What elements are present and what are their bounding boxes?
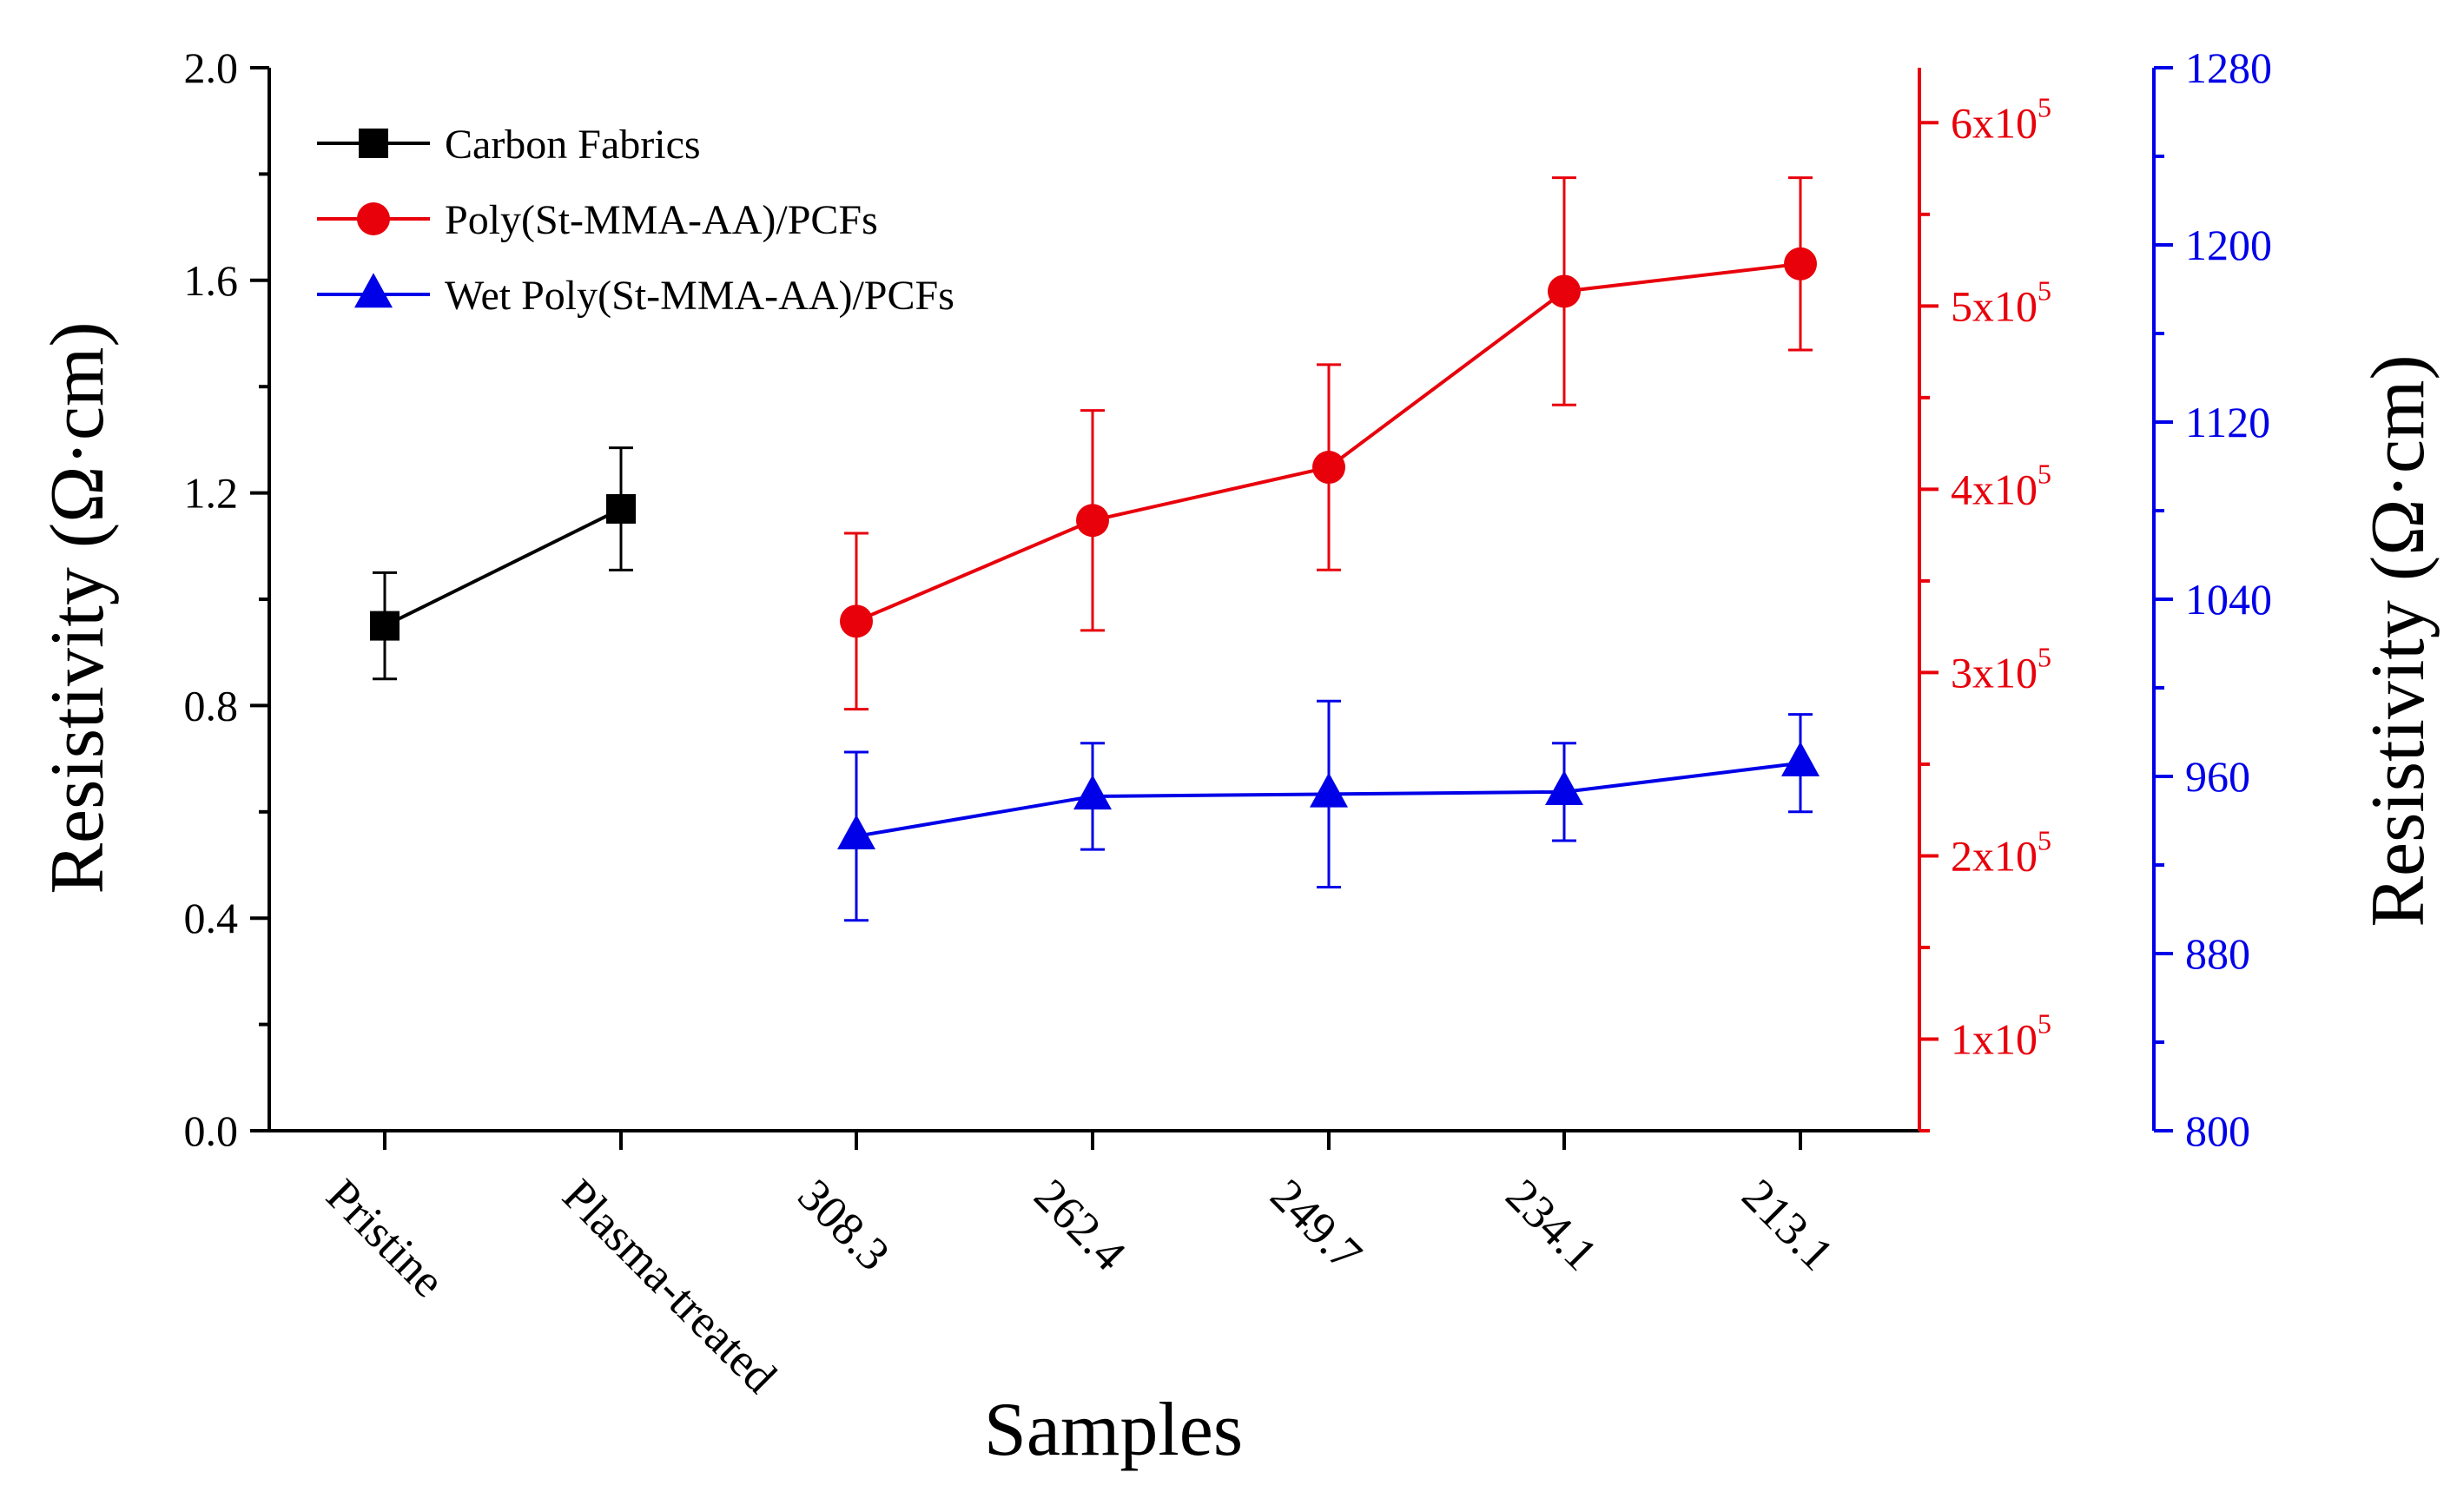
- left-axis-tick-label: 0.8: [184, 681, 239, 730]
- left-axis-tick-label: 0.4: [184, 894, 239, 942]
- right-red-axis-tick-label: 4x105: [1951, 458, 2051, 513]
- left-axis-title: Resistivity (Ω·cm): [36, 321, 120, 894]
- right-blue-axis-tick-label: 1280: [2185, 43, 2272, 92]
- x-axis-category-label: 308.3: [789, 1169, 900, 1280]
- x-axis-title: Samples: [984, 1388, 1243, 1472]
- right-blue-axis-tick-label: 1120: [2185, 398, 2270, 446]
- legend-label: Wet Poly(St-MMA-AA)/PCFs: [445, 273, 954, 319]
- legend-entry: Wet Poly(St-MMA-AA)/PCFs: [317, 273, 954, 319]
- data-point-square: [370, 611, 400, 641]
- data-point-square: [606, 493, 636, 524]
- right-red-axis-tick-label: 5x105: [1951, 274, 2051, 330]
- right-blue-axis-tick-label: 1040: [2185, 575, 2272, 624]
- data-point-circle: [1076, 504, 1109, 538]
- data-point-triangle: [1073, 775, 1112, 810]
- right-blue-axis-tick-label: 800: [2185, 1106, 2250, 1155]
- data-point-triangle: [1545, 770, 1583, 806]
- right-red-axis-tick-label: 2x105: [1951, 824, 2051, 880]
- series-1: [370, 446, 636, 681]
- right-red-axis-tick-label: 3x105: [1951, 641, 2051, 697]
- data-point-circle: [1784, 247, 1817, 281]
- axes-layer: 0.0 0.4 0.8 1.2 1.6 2.0 Pristine Plasma-treated…: [184, 43, 2273, 1403]
- x-axis-category-label: Pristine: [317, 1169, 455, 1307]
- x-axis-category-label: 249.7: [1261, 1169, 1372, 1280]
- right-blue-axis-tick-label: 1200: [2185, 221, 2272, 269]
- series-2: [840, 176, 1817, 711]
- legend-label: Carbon Fabrics: [445, 122, 701, 168]
- right-blue-axis-tick-label: 960: [2185, 752, 2250, 801]
- series-line: [384, 507, 622, 628]
- legend-entry: Poly(St-MMA-AA)/PCFs: [317, 197, 878, 243]
- data-point-circle: [1548, 274, 1581, 308]
- x-axis-category-label: 213.1: [1733, 1169, 1844, 1280]
- left-axis-tick-label: 1.2: [184, 469, 239, 518]
- legend-entry: Carbon Fabrics: [317, 122, 701, 168]
- legend-marker-square: [359, 129, 388, 158]
- right-axis-title: Resistivity (Ω·cm): [2356, 354, 2440, 927]
- series-layer: [370, 176, 1820, 922]
- right-red-axis-tick-label: 6x105: [1951, 91, 2051, 147]
- left-axis-tick-label: 2.0: [184, 43, 239, 92]
- left-axis-tick-label: 1.6: [184, 256, 239, 305]
- left-axis-tick-label: 0.0: [184, 1106, 239, 1155]
- x-axis-category-label: 234.1: [1496, 1169, 1608, 1280]
- series-3: [837, 699, 1820, 922]
- x-axis-category-label: 262.4: [1025, 1169, 1136, 1280]
- data-point-triangle: [1781, 741, 1820, 776]
- legend-marker-triangle: [354, 273, 393, 308]
- legend: Carbon Fabrics Poly(St-MMA-AA)/PCFs Wet Po…: [317, 122, 954, 319]
- right-red-axis-tick-label: 1x105: [1951, 1007, 2051, 1063]
- data-point-circle: [1312, 451, 1345, 485]
- legend-marker-circle: [357, 202, 390, 235]
- data-point-triangle: [1310, 772, 1348, 808]
- right-blue-axis-tick-label: 880: [2185, 929, 2250, 978]
- data-point-triangle: [837, 815, 875, 850]
- x-axis-category-label: Plasma-treated: [553, 1169, 787, 1403]
- data-point-circle: [840, 604, 873, 638]
- legend-label: Poly(St-MMA-AA)/PCFs: [445, 197, 878, 243]
